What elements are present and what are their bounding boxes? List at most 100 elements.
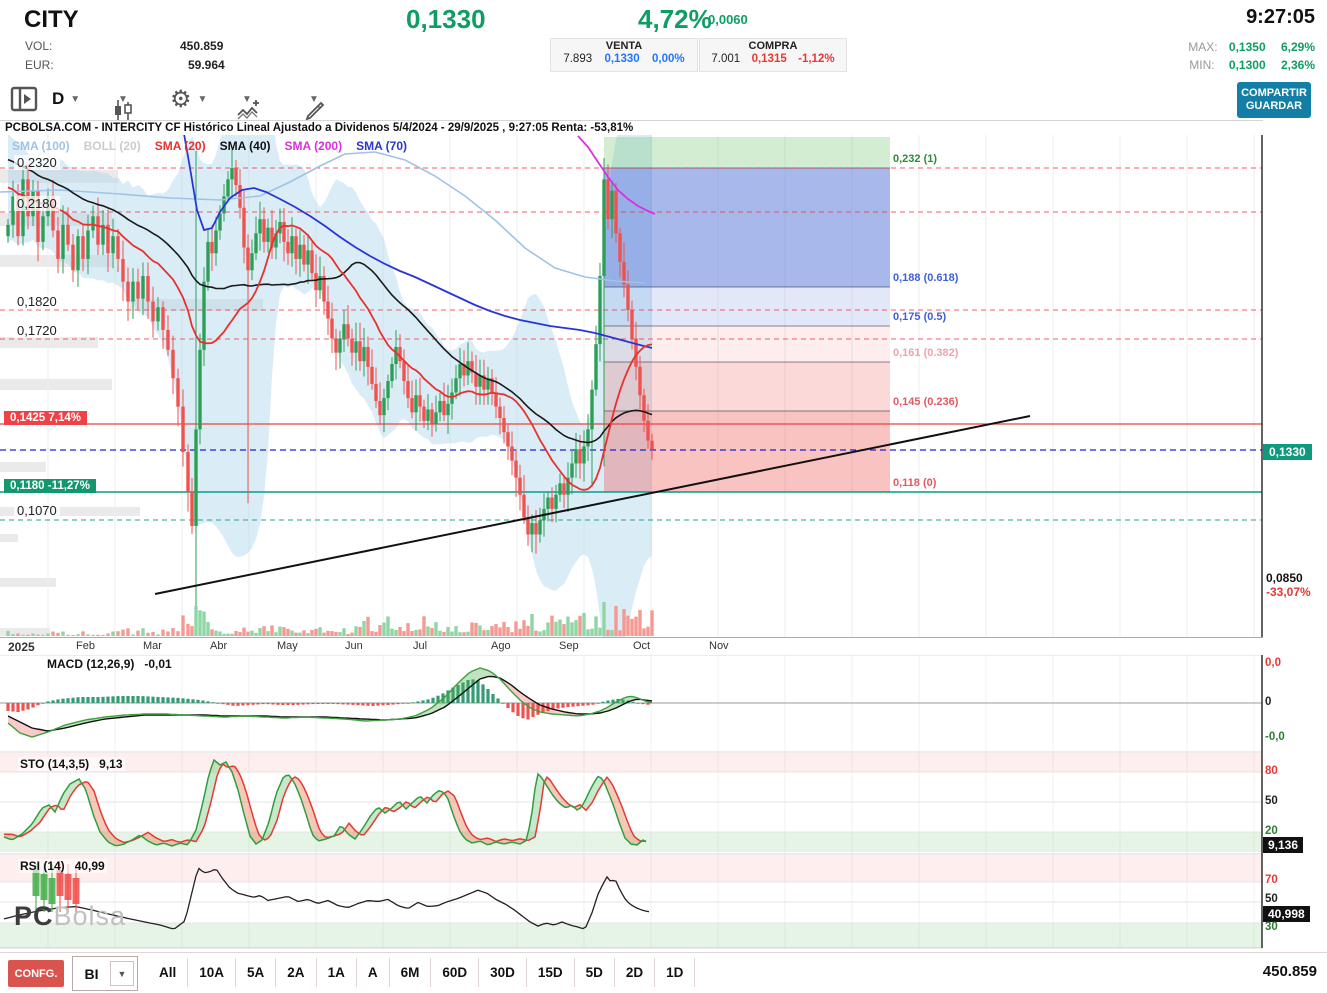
last-price: 0,1330 <box>406 4 486 34</box>
share-save-button[interactable]: COMPARTIR GUARDAR <box>1237 82 1311 118</box>
legend-sma-20-[interactable]: SMA (20) <box>154 139 206 153</box>
sto-name: STO (14,3,5) <box>20 757 90 771</box>
indicator-panes[interactable] <box>0 655 1327 952</box>
eur-label: EUR: <box>25 58 54 72</box>
save-label: GUARDAR <box>1245 100 1303 112</box>
venta-pct: 0,00% <box>652 53 685 65</box>
macd-axis-bottom: -0,0 <box>1265 731 1285 743</box>
chevron-down-icon: ▼ <box>110 961 134 986</box>
settings-menu[interactable]: ⚙ ▼ <box>170 84 207 114</box>
chevron-down-icon: ▼ <box>197 93 208 105</box>
min-label: MIN: <box>1189 58 1215 72</box>
sto-value-badge: 9,136 <box>1263 837 1304 853</box>
range-button-60d[interactable]: 60D <box>431 958 480 987</box>
month-label-Sep[interactable]: Sep <box>559 640 579 652</box>
level-badge: 0,1425 7,14% <box>4 411 87 425</box>
price-label-0,1820: 0,1820 <box>14 294 60 309</box>
fib-label-0,175: 0,175 (0.5) <box>893 311 947 323</box>
rsi-name: RSI (14) <box>20 859 65 873</box>
month-label-Oct[interactable]: Oct <box>633 640 651 652</box>
month-label-Nov[interactable]: Nov <box>709 640 729 652</box>
venta-size: 7.893 <box>563 53 593 65</box>
compra-price: 0,1315 <box>751 53 787 65</box>
month-label-Ago[interactable]: Ago <box>491 640 511 652</box>
chart-type-menu[interactable]: ▼ <box>112 84 132 122</box>
price-label-0,1070: 0,1070 <box>14 503 60 518</box>
timeframe-current: D <box>52 89 65 108</box>
range-button-15d[interactable]: 15D <box>526 958 575 987</box>
fib-label-0,161: 0,161 (0.382) <box>893 347 959 359</box>
rsi-axis-70: 70 <box>1265 874 1278 886</box>
chart-toolbar: D ▼ ▼ ⚙ ▼ ▼ ▼ COMPARTIR GUARDAR <box>0 80 1327 122</box>
clock: 9:27:05 <box>1246 6 1315 28</box>
share-label: COMPARTIR <box>1241 87 1307 99</box>
price-label-0,2320: 0,2320 <box>14 155 60 170</box>
legend-boll-20-[interactable]: BOLL (20) <box>83 139 141 153</box>
min-pct: 2,36% <box>1280 58 1315 72</box>
legend-sma-100-[interactable]: SMA (100) <box>12 139 70 153</box>
macd-axis-top: 0,0 <box>1265 657 1281 669</box>
range-button-30d[interactable]: 30D <box>479 958 527 987</box>
macd-axis-zero: 0 <box>1265 696 1272 708</box>
axis-low-price: 0,0850 <box>1266 571 1303 585</box>
draw-tools-menu[interactable]: ▼ <box>303 84 325 121</box>
range-button-1a[interactable]: 1A <box>316 958 357 987</box>
range-button-all[interactable]: All <box>148 958 189 987</box>
change-percent: 4,72% <box>638 4 712 34</box>
legend-sma-200-[interactable]: SMA (200) <box>284 139 343 153</box>
main-price-chart[interactable] <box>0 135 1327 637</box>
change-absolute: 0,0060 <box>708 12 748 27</box>
month-label-Jul[interactable]: Jul <box>413 640 428 652</box>
month-label-May[interactable]: May <box>277 640 298 652</box>
eur-row: EUR: 59.964 <box>25 58 225 72</box>
legend-sma-70-[interactable]: SMA (70) <box>356 139 407 153</box>
venta-quote-box: VENTA 7.893 0,1330 0,00% <box>550 38 698 72</box>
legend-sma-40-[interactable]: SMA (40) <box>219 139 271 153</box>
vol-label: VOL: <box>25 39 53 53</box>
min-value: 0,1300 <box>1228 58 1266 72</box>
watermark-bolsa: Bolsa <box>53 901 127 931</box>
compra-pct: -1,12% <box>798 53 835 65</box>
timeframe-menu[interactable]: D ▼ <box>52 84 80 114</box>
month-label-Abr[interactable]: Abr <box>210 640 228 652</box>
interval-select[interactable]: BI ▼ <box>72 956 138 991</box>
range-button-a[interactable]: A <box>356 958 390 987</box>
max-label: MAX: <box>1188 40 1218 54</box>
month-label-Mar[interactable]: Mar <box>143 640 162 652</box>
range-button-1d[interactable]: 1D <box>655 958 696 987</box>
vol-value: 450.859 <box>180 39 224 53</box>
range-button-2d[interactable]: 2D <box>614 958 656 987</box>
max-value: 0,1350 <box>1228 40 1266 54</box>
range-button-2a[interactable]: 2A <box>276 958 317 987</box>
fib-label-0,145: 0,145 (0.236) <box>893 396 959 408</box>
range-button-5a[interactable]: 5A <box>236 958 277 987</box>
range-button-6m[interactable]: 6M <box>389 958 432 987</box>
sto-label: STO (14,3,5) 9,13 <box>18 757 125 771</box>
current-price-axis-badge: 0,1330 <box>1263 444 1312 460</box>
sto-axis-50: 50 <box>1265 795 1278 807</box>
compra-label: COMPRA <box>748 40 798 52</box>
range-button-5d[interactable]: 5D <box>574 958 615 987</box>
watermark-pc: PC <box>14 901 54 931</box>
month-label-Feb[interactable]: Feb <box>76 640 95 652</box>
max-row: MAX: 0,1350 6,29% <box>1188 40 1315 54</box>
rsi-axis-30: 30 <box>1265 921 1278 933</box>
price-label-0,2180: 0,2180 <box>14 196 60 211</box>
config-button[interactable]: CONFG. <box>8 960 64 987</box>
month-label-2025[interactable]: 2025 <box>8 640 35 654</box>
bottom-volume: 450.859 <box>1262 963 1317 980</box>
rsi-value: 40,99 <box>74 859 105 873</box>
month-label-Jun[interactable]: Jun <box>345 640 363 652</box>
interval-current: BI <box>84 965 99 982</box>
macd-name: MACD (12,26,9) <box>47 657 135 671</box>
rsi-axis-50: 50 <box>1265 893 1278 905</box>
fib-label-0,188: 0,188 (0.618) <box>893 272 959 284</box>
venta-price: 0,1330 <box>604 53 640 65</box>
bottom-toolbar: CONFG. BI ▼ All 10A 5A 2A 1A A 6M 60D 30D 15D 5D 2D… <box>0 952 1327 993</box>
gear-icon: ⚙ <box>170 85 192 113</box>
time-axis[interactable]: 2025 Feb Mar Abr May Jun Jul Ago Sep Oct Nov <box>0 637 1263 657</box>
range-button-10a[interactable]: 10A <box>188 958 237 987</box>
add-indicator-menu[interactable]: ▼ <box>236 84 259 120</box>
sto-axis-20: 20 <box>1265 825 1278 837</box>
